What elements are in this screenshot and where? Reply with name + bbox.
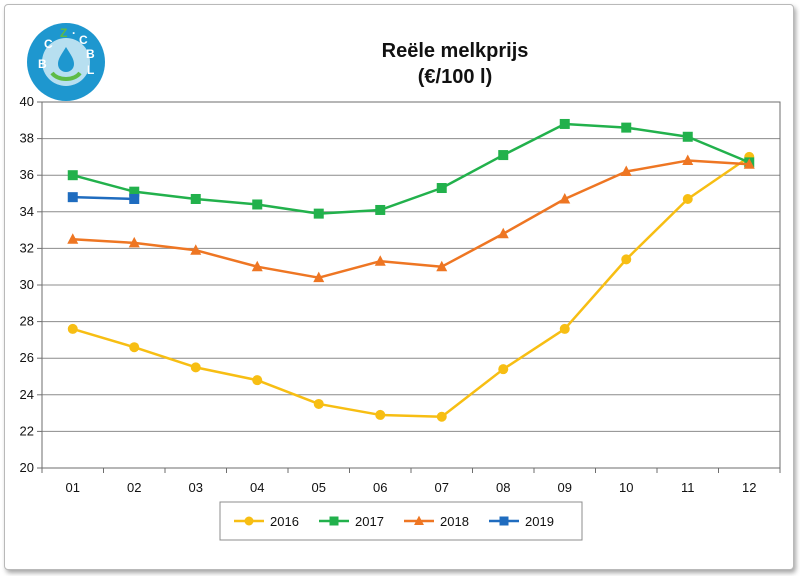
data-point-2018 <box>559 192 571 204</box>
data-point-2016 <box>313 398 324 409</box>
logo-letter: C <box>79 33 88 47</box>
data-point-2016 <box>252 375 263 386</box>
x-tick-label: 11 <box>681 480 695 495</box>
data-point-2016 <box>559 323 570 334</box>
data-point-2017 <box>129 186 140 197</box>
legend-label: 2017 <box>355 514 384 529</box>
y-tick-label: 40 <box>20 94 34 109</box>
x-tick-label: 12 <box>742 480 756 495</box>
data-point-2019 <box>129 193 140 204</box>
legend-swatch-marker <box>244 516 254 526</box>
data-point-2018 <box>190 244 202 255</box>
data-point-2018 <box>497 227 509 239</box>
chart-frame: B C Z · C B L Reële melkprijs (€/100 l) <box>4 4 794 570</box>
y-tick-label: 28 <box>20 314 34 329</box>
x-tick-label: 10 <box>619 480 633 495</box>
series-line-2016 <box>72 155 750 419</box>
x-tick-label: 05 <box>312 480 326 495</box>
data-point-2017 <box>559 118 570 129</box>
data-point-2016 <box>375 409 386 420</box>
chart-title: Reële melkprijs <box>381 40 529 62</box>
y-tick-label: 38 <box>20 131 34 146</box>
data-point-2017 <box>498 150 509 161</box>
x-tick-label: 07 <box>435 480 449 495</box>
logo-letter: B <box>86 47 95 61</box>
data-point-2017 <box>190 193 201 204</box>
y-tick-label: 20 <box>20 460 34 475</box>
x-tick-label: 03 <box>189 480 203 495</box>
logo-letter: · <box>72 26 76 40</box>
legend-item-2017: 2017 <box>319 514 384 529</box>
legend: 2016 2017 2018 2019 <box>219 501 583 541</box>
legend-label: 2019 <box>525 514 554 529</box>
series-2018 <box>67 154 755 283</box>
gridlines <box>42 101 780 469</box>
data-point-2018 <box>743 158 755 169</box>
y-tick-label: 26 <box>20 350 34 365</box>
data-point-2016 <box>129 342 140 353</box>
legend-swatch-marker <box>414 515 424 526</box>
data-point-2017 <box>682 131 693 142</box>
logo-letter: Z <box>60 26 67 40</box>
data-point-2018 <box>374 255 386 266</box>
y-tick-label: 24 <box>20 387 34 402</box>
x-tick-label: 04 <box>250 480 264 495</box>
data-point-2017 <box>67 170 78 181</box>
legend-item-2016: 2016 <box>234 514 299 529</box>
x-tick-label: 01 <box>66 480 80 495</box>
series-2016 <box>67 151 755 422</box>
legend-label: 2018 <box>440 514 469 529</box>
data-point-2016 <box>682 193 693 204</box>
chart-subtitle: (€/100 l) <box>417 66 493 88</box>
data-point-2018 <box>251 260 263 272</box>
data-point-2018 <box>128 236 140 248</box>
y-tick-label: 36 <box>20 167 34 182</box>
data-point-2016 <box>190 362 201 373</box>
y-tick-label: 30 <box>20 277 34 292</box>
series-line-2018 <box>72 159 750 279</box>
x-tick-label: 09 <box>558 480 572 495</box>
data-point-2018 <box>682 154 694 166</box>
x-tick-label: 08 <box>496 480 510 495</box>
data-point-2018 <box>436 260 448 272</box>
data-point-2017 <box>252 199 263 210</box>
legend-box <box>219 501 583 541</box>
bcz-cbl-logo: B C Z · C B L <box>25 21 107 103</box>
data-point-2016 <box>621 254 632 265</box>
x-tick-label: 06 <box>373 480 387 495</box>
x-axis: 01 02 03 04 05 06 07 08 09 10 11 12 <box>41 468 781 495</box>
series-2019 <box>67 192 140 204</box>
logo-letter: B <box>38 57 47 71</box>
data-point-2018 <box>620 165 632 177</box>
x-tick-label: 02 <box>127 480 141 495</box>
series-line-2019 <box>72 195 135 201</box>
data-point-2018 <box>67 233 79 244</box>
data-point-2016 <box>436 411 447 422</box>
data-point-2019 <box>67 192 78 203</box>
chart-title-block: Reële melkprijs (€/100 l) <box>245 38 665 90</box>
y-tick-label: 34 <box>20 204 34 219</box>
data-point-2017 <box>436 183 447 194</box>
data-point-2018 <box>313 271 325 283</box>
legend-item-2018: 2018 <box>404 514 469 529</box>
y-tick-label: 32 <box>20 240 34 255</box>
legend-swatch-marker <box>329 516 339 526</box>
logo-letter: L <box>87 63 94 77</box>
data-point-2017 <box>621 122 632 133</box>
logo-letter: C <box>44 37 53 51</box>
legend-swatch-marker <box>499 516 509 526</box>
legend-item-2019: 2019 <box>489 514 554 529</box>
series-2017 <box>67 118 755 219</box>
y-axis: 20 22 24 26 28 30 32 34 36 38 40 <box>20 94 42 475</box>
legend-label: 2016 <box>270 514 299 529</box>
data-point-2016 <box>67 323 78 334</box>
series-group <box>67 118 755 422</box>
series-line-2017 <box>72 122 750 215</box>
y-tick-label: 22 <box>20 423 34 438</box>
data-point-2016 <box>498 364 509 375</box>
data-point-2017 <box>313 208 324 219</box>
data-point-2017 <box>375 204 386 215</box>
